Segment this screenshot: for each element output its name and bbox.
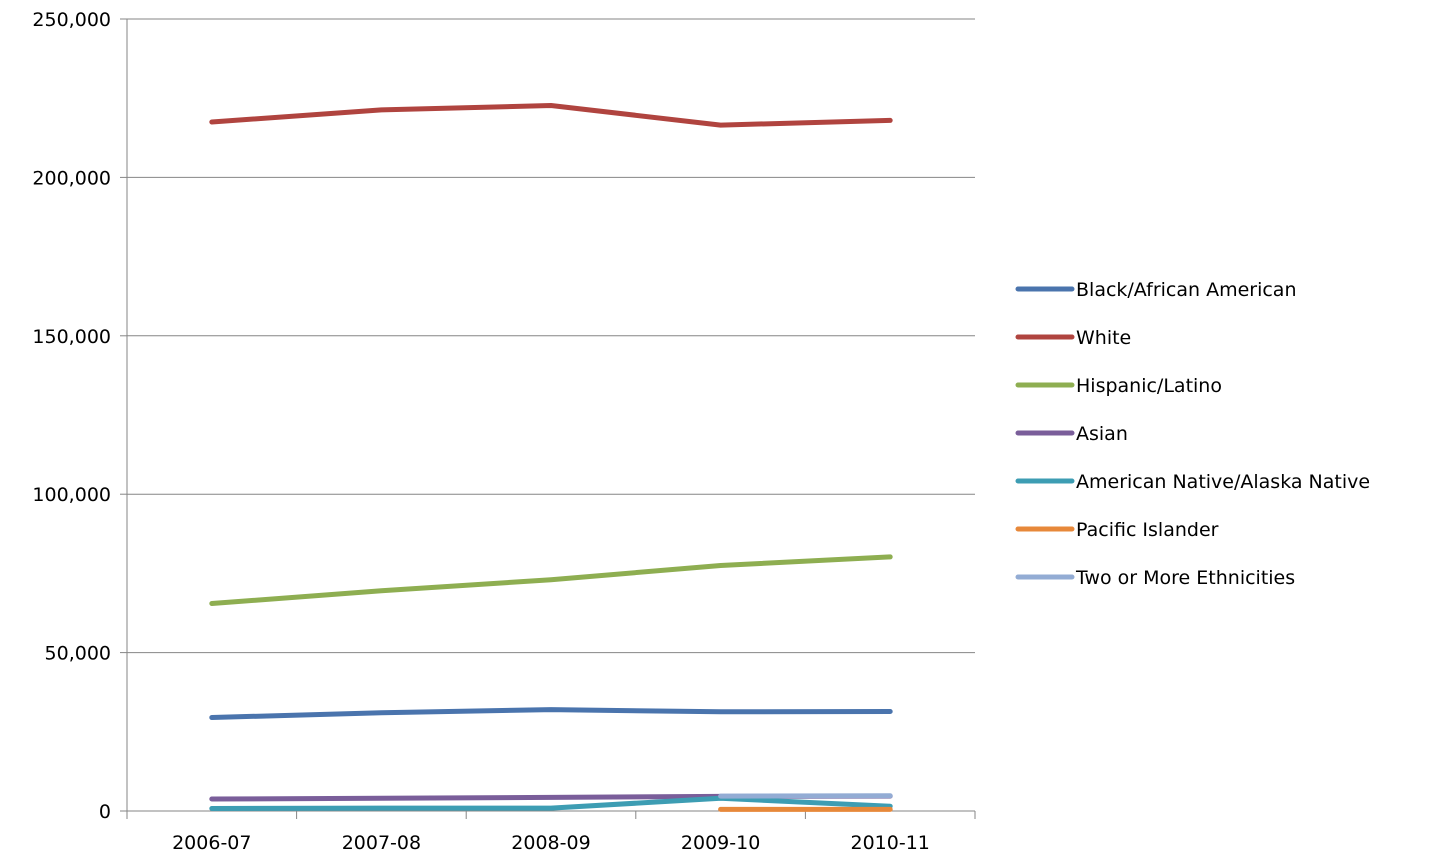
- x-tick-label: 2009-10: [681, 832, 760, 854]
- x-tick-label: 2006-07: [172, 832, 251, 854]
- legend-label-black-african-american: Black/African American: [1076, 279, 1297, 301]
- legend-label-pacific-islander: Pacific Islander: [1076, 519, 1219, 541]
- series-line-black-african-american: [209, 707, 893, 720]
- y-tick-label: 100,000: [32, 484, 111, 506]
- x-tick-label: 2010-11: [851, 832, 930, 854]
- gridlines: [127, 18, 975, 654]
- legend-label-asian: Asian: [1076, 423, 1128, 445]
- y-tick-label: 250,000: [32, 9, 111, 31]
- y-tick-label: 50,000: [45, 643, 111, 665]
- legend-label-hispanic-latino: Hispanic/Latino: [1076, 375, 1222, 397]
- series-line-american-native-alaska-native: [209, 795, 893, 811]
- series-lines: [209, 103, 893, 812]
- legend-label-two-or-more-ethnicities: Two or More Ethnicities: [1075, 567, 1295, 589]
- series-line-white: [209, 103, 893, 128]
- y-tick-label: 150,000: [32, 326, 111, 348]
- legend-label-american-native-alaska-native: American Native/Alaska Native: [1076, 471, 1370, 493]
- x-tick-label: 2007-08: [342, 832, 421, 854]
- legend-label-white: White: [1076, 327, 1131, 349]
- x-tick-label: 2008-09: [511, 832, 590, 854]
- axes: 0 50,000 100,000 150,000 200,000 250,000 2006-…: [32, 9, 976, 854]
- y-tick-label: 200,000: [32, 167, 111, 189]
- series-line-hispanic-latino: [209, 554, 893, 606]
- legend: Black/African American White Hispanic/Lati…: [1015, 279, 1370, 589]
- y-tick-label: 0: [99, 801, 111, 823]
